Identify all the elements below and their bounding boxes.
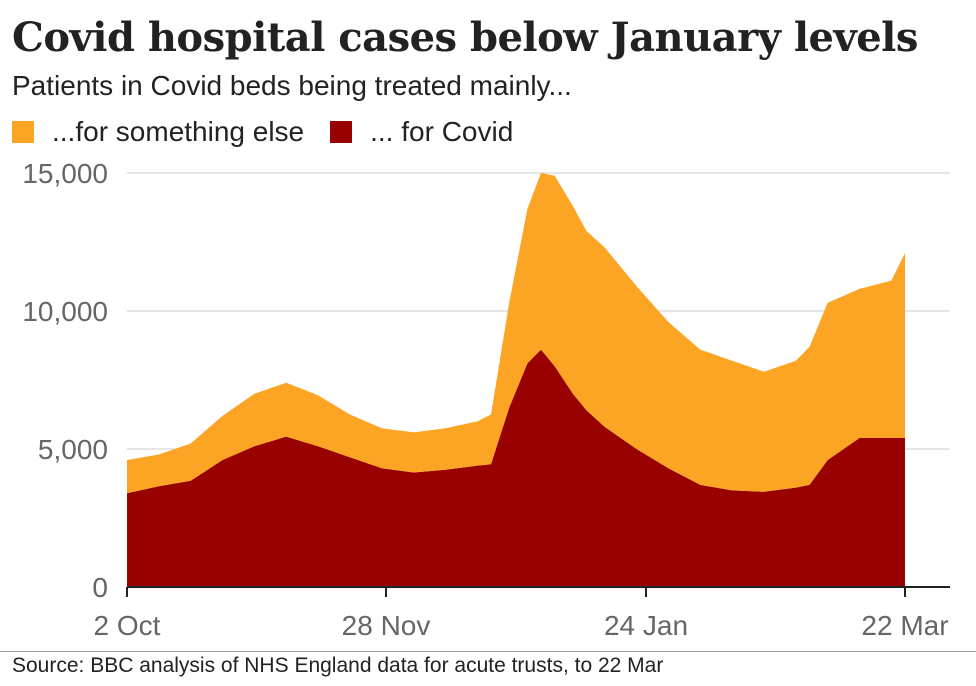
area-series-0 [127, 349, 905, 587]
area-series-1 [127, 173, 905, 494]
legend-label-something-else: ...for something else [52, 116, 305, 147]
y-tick-label: 10,000 [22, 296, 108, 327]
y-tick-label: 5,000 [38, 434, 108, 465]
legend-label-covid: ... for Covid [370, 116, 514, 147]
source-note: Source: BBC analysis of NHS England data… [12, 654, 664, 677]
legend-entry-something-else: ...for something else [12, 116, 304, 148]
chart-subtitle: Patients in Covid beds being treated mai… [12, 70, 572, 101]
y-tick-label: 0 [92, 572, 108, 603]
x-tick-label: 28 Nov [342, 610, 431, 641]
footer-divider [0, 651, 976, 652]
legend-swatch-something-else [12, 121, 34, 143]
x-tick-label: 2 Oct [94, 610, 161, 641]
x-tick-label: 24 Jan [604, 610, 688, 641]
legend-entry-covid: ... for Covid [330, 116, 513, 148]
legend: ...for something else ... for Covid [12, 116, 539, 148]
chart-title: Covid hospital cases below January level… [12, 14, 918, 61]
y-tick-label: 15,000 [22, 158, 108, 189]
legend-swatch-covid [330, 121, 353, 143]
x-tick-label: 22 Mar [861, 610, 948, 641]
axes: 0 5,000 10,000 15,000 2 Oct 28 Nov 24 Jan 22 Ma… [22, 158, 950, 641]
areas [127, 173, 905, 587]
